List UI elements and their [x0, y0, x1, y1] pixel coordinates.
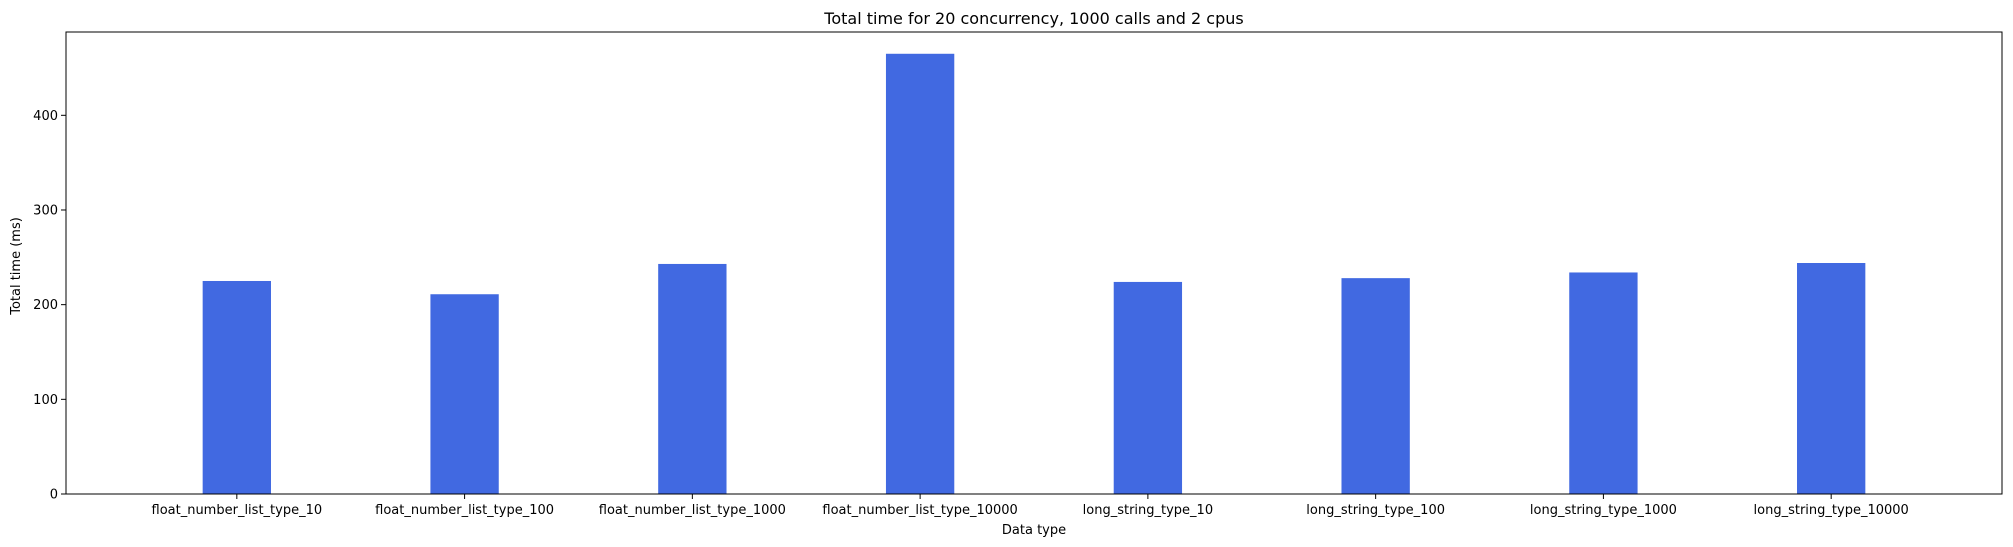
bar-float_number_list_type_100	[430, 294, 499, 494]
bar-long_string_type_1000	[1569, 272, 1638, 494]
plot-frame	[65, 31, 2003, 495]
x-tick-label: long_string_type_10000	[1754, 503, 1909, 518]
bar-long_string_type_100	[1341, 278, 1410, 494]
y-axis-label: Total time (ms)	[9, 217, 24, 316]
bar-float_number_list_type_10	[202, 280, 271, 494]
bar-long_string_type_10000	[1797, 263, 1866, 494]
y-tick-label: 200	[33, 298, 58, 313]
y-tick-label: 400	[33, 109, 58, 124]
y-tick-label: 0	[50, 488, 58, 503]
x-axis-ticks: float_number_list_type_10 float_number_li…	[152, 494, 1909, 518]
y-axis-ticks: 0 100 200 300 400	[33, 109, 66, 503]
x-tick-label: float_number_list_type_10	[152, 503, 323, 518]
y-tick-label: 100	[33, 393, 58, 408]
x-tick-label: long_string_type_10	[1083, 503, 1213, 518]
y-tick-label: 300	[33, 203, 58, 218]
x-tick-label: long_string_type_100	[1306, 503, 1445, 518]
bar-float_number_list_type_1000	[658, 263, 727, 494]
x-tick-label: float_number_list_type_1000	[599, 503, 786, 518]
x-tick-label: float_number_list_type_10000	[822, 503, 1017, 518]
bars-group	[202, 53, 1866, 494]
x-tick-label: float_number_list_type_100	[375, 503, 554, 518]
bar-float_number_list_type_10000	[885, 53, 955, 494]
bar-long_string_type_10	[1113, 281, 1183, 494]
x-tick-label: long_string_type_1000	[1530, 503, 1677, 518]
chart-title: Total time for 20 concurrency, 1000 call…	[823, 9, 1243, 28]
x-axis-label: Data type	[1002, 523, 1066, 538]
